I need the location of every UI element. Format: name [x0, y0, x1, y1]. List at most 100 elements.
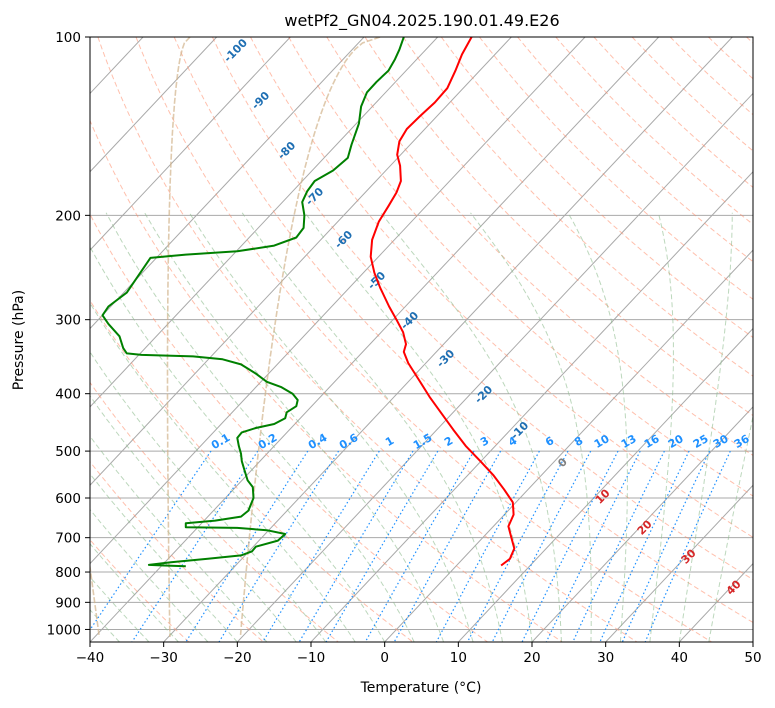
mixing-ratio-line [621, 450, 711, 642]
mixing-ratio-line [545, 450, 641, 642]
dewpoint-profile-line [101, 37, 405, 568]
moist-adiabat-line [90, 543, 179, 642]
mixing-ratio-line [298, 450, 414, 642]
y-tick-label: 800 [55, 565, 81, 581]
dry-adiabat-line [402, 37, 753, 377]
mixing-ratio-label: 3 [478, 434, 491, 449]
dry-adiabat-line [90, 213, 488, 642]
dry-adiabat-label: -70 [303, 185, 326, 208]
mixing-ratio-line [435, 450, 540, 642]
background-guides [90, 37, 753, 642]
y-tick-label: 300 [55, 313, 81, 329]
dry-adiabat-line [708, 37, 753, 80]
isotherm-line [163, 37, 733, 642]
isotherm-line [90, 37, 291, 251]
plot-frame [89, 36, 754, 643]
x-tick-label: 30 [597, 650, 614, 666]
mixing-ratio-label: 6 [543, 434, 556, 449]
mixing-ratio-label: 20 [666, 432, 686, 451]
moist-adiabat-line [144, 212, 445, 642]
y-tick-label: 900 [55, 595, 81, 611]
isotherm-line [90, 37, 512, 486]
isotherm-line [90, 37, 218, 173]
moist-adiabat-line [90, 245, 386, 642]
dry-adiabat-line [173, 37, 753, 624]
x-axis-label: Temperature (°C) [360, 680, 482, 696]
mixing-ratio-line [364, 450, 475, 642]
moist-adiabat-label: 0 [555, 455, 570, 470]
moist-adiabat-line [708, 413, 753, 642]
moist-adiabat-line [470, 212, 592, 642]
mixing-ratio-line [644, 450, 731, 642]
mixing-ratio-label: 0.2 [256, 431, 279, 452]
dry-adiabat-line [90, 119, 563, 642]
x-tick-label: −30 [149, 650, 178, 666]
isotherm-line [605, 484, 753, 642]
isotherm-line [457, 327, 753, 642]
y-tick-label: 500 [55, 444, 81, 460]
isopleth-labels: -100-90-80-70-60-50-40-30-20-100.1 0.2 0.4… [209, 37, 752, 598]
chart-title: wetPf2_GN04.2025.190.01.49.E26 [284, 11, 559, 31]
mixing-ratio-label: 16 [642, 432, 662, 451]
moist-adiabat-line [90, 435, 268, 642]
isotherm-line [236, 92, 753, 642]
mixing-ratio-line [491, 450, 592, 642]
moist-adiabat-label: 40 [724, 577, 744, 597]
x-tick-label: 40 [671, 650, 688, 666]
moist-adiabat-line [241, 212, 503, 642]
isotherm-line [531, 406, 753, 642]
mixing-ratio-label: 10 [592, 432, 612, 451]
dry-adiabat-line [90, 539, 190, 642]
isotherm-line [90, 37, 586, 565]
mixing-ratio-label: 2 [442, 434, 455, 449]
moist-adiabat-line [90, 395, 297, 642]
mixing-ratio-line [218, 450, 340, 642]
mixing-ratio-line [185, 450, 309, 642]
isotherm-line [90, 37, 660, 642]
dry-adiabat-line [211, 37, 753, 581]
y-tick-label: 100 [55, 30, 81, 46]
isotherm-line [310, 171, 753, 642]
dry-adiabat-line [288, 37, 753, 497]
moist-adiabat-line [105, 212, 415, 642]
moist-adiabat-line [90, 508, 209, 642]
dry-adiabat-label: -90 [249, 89, 272, 112]
moist-adiabat-line [567, 212, 628, 642]
moist-adiabat-label: 20 [635, 517, 655, 537]
dry-adiabat-line [90, 299, 414, 642]
mixing-ratio-label: 1 [383, 434, 396, 449]
mixing-ratio-line [325, 450, 439, 642]
y-tick-label: 600 [55, 491, 81, 507]
mixing-ratio-line [90, 450, 212, 631]
dry-adiabat-line [517, 37, 753, 263]
mixing-ratio-label: 13 [619, 432, 639, 451]
moist-adiabat-line [90, 576, 150, 642]
mixing-ratio-label: 25 [691, 432, 711, 451]
dry-adiabat-line [555, 37, 753, 225]
isotherm-line [90, 37, 439, 408]
isotherm-line [90, 37, 365, 330]
x-tick-label: −20 [223, 650, 252, 666]
dry-adiabat-line [90, 460, 264, 642]
x-tick-label: −10 [297, 650, 326, 666]
dry-adiabat-label: -60 [332, 228, 355, 251]
mixing-ratio-line [572, 450, 665, 642]
isotherm-line [384, 249, 753, 642]
moist-adiabat-line [304, 212, 533, 642]
mixing-ratio-line [599, 450, 690, 642]
dry-adiabat-label: -20 [472, 383, 495, 406]
x-tick-label: 10 [450, 650, 467, 666]
mixing-ratio-label: 8 [572, 434, 585, 449]
y-tick-label: 700 [55, 531, 81, 547]
y-tick-label: 200 [55, 208, 81, 224]
dry-adiabat-line [97, 37, 638, 642]
sounding-profiles [101, 37, 516, 568]
y-tick-label: 400 [55, 387, 81, 403]
dry-adiabat-line [479, 37, 753, 300]
moist-adiabat-line [90, 302, 356, 642]
dry-adiabat-line [90, 381, 339, 642]
x-tick-label: −40 [76, 650, 105, 666]
dry-adiabat-label: -80 [275, 139, 298, 162]
dry-adiabat-line [631, 37, 753, 152]
